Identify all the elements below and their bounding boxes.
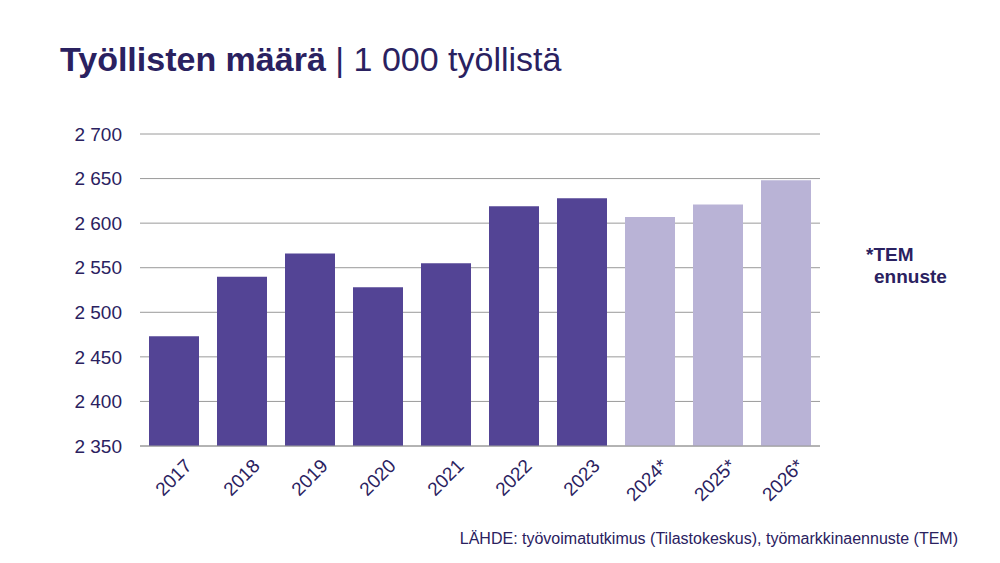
svg-text:2019: 2019 — [287, 455, 332, 500]
svg-text:2 550: 2 550 — [74, 257, 122, 278]
html-text:*TEM: *TEM — [866, 244, 914, 265]
svg-text:2 400: 2 400 — [74, 391, 122, 412]
svg-text:2 650: 2 650 — [74, 168, 122, 189]
svg-text:2 350: 2 350 — [74, 436, 122, 457]
svg-text:2023: 2023 — [559, 455, 604, 500]
svg-text:2 600: 2 600 — [74, 213, 122, 234]
html-text:LÄHDE: työvoimatutkimus (Tilas: LÄHDE: työvoimatutkimus (Tilastokeskus),… — [459, 530, 958, 547]
svg-text:2024*: 2024* — [622, 455, 672, 505]
html-text:Työllisten määrä | 1 000 työll: Työllisten määrä | 1 000 työllistä — [60, 40, 562, 78]
svg-text:2 450: 2 450 — [74, 347, 122, 368]
svg-text:2018: 2018 — [219, 455, 264, 500]
svg-text:2 500: 2 500 — [74, 302, 122, 323]
svg-text:2022: 2022 — [491, 455, 536, 500]
svg-text:2021: 2021 — [423, 455, 468, 500]
html-text:ennuste: ennuste — [874, 266, 947, 287]
svg-text:2017: 2017 — [151, 455, 196, 500]
svg-text:2020: 2020 — [355, 455, 400, 500]
svg-text:2026*: 2026* — [758, 455, 808, 505]
svg-text:2025*: 2025* — [690, 455, 740, 505]
svg-text:2 700: 2 700 — [74, 124, 122, 145]
